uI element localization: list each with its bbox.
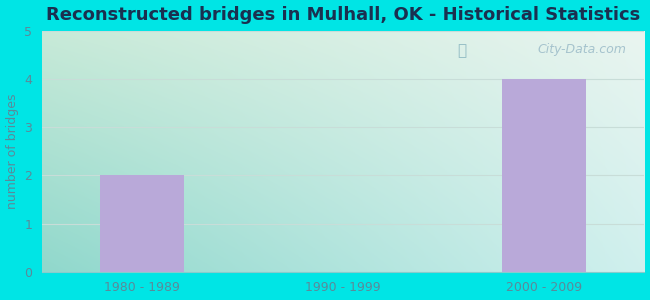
Title: Reconstructed bridges in Mulhall, OK - Historical Statistics: Reconstructed bridges in Mulhall, OK - H…: [46, 6, 640, 24]
Text: City-Data.com: City-Data.com: [538, 43, 627, 56]
Bar: [100, 175, 185, 272]
Text: ⌕: ⌕: [458, 43, 467, 58]
Bar: [502, 79, 586, 272]
Y-axis label: number of bridges: number of bridges: [6, 93, 19, 209]
